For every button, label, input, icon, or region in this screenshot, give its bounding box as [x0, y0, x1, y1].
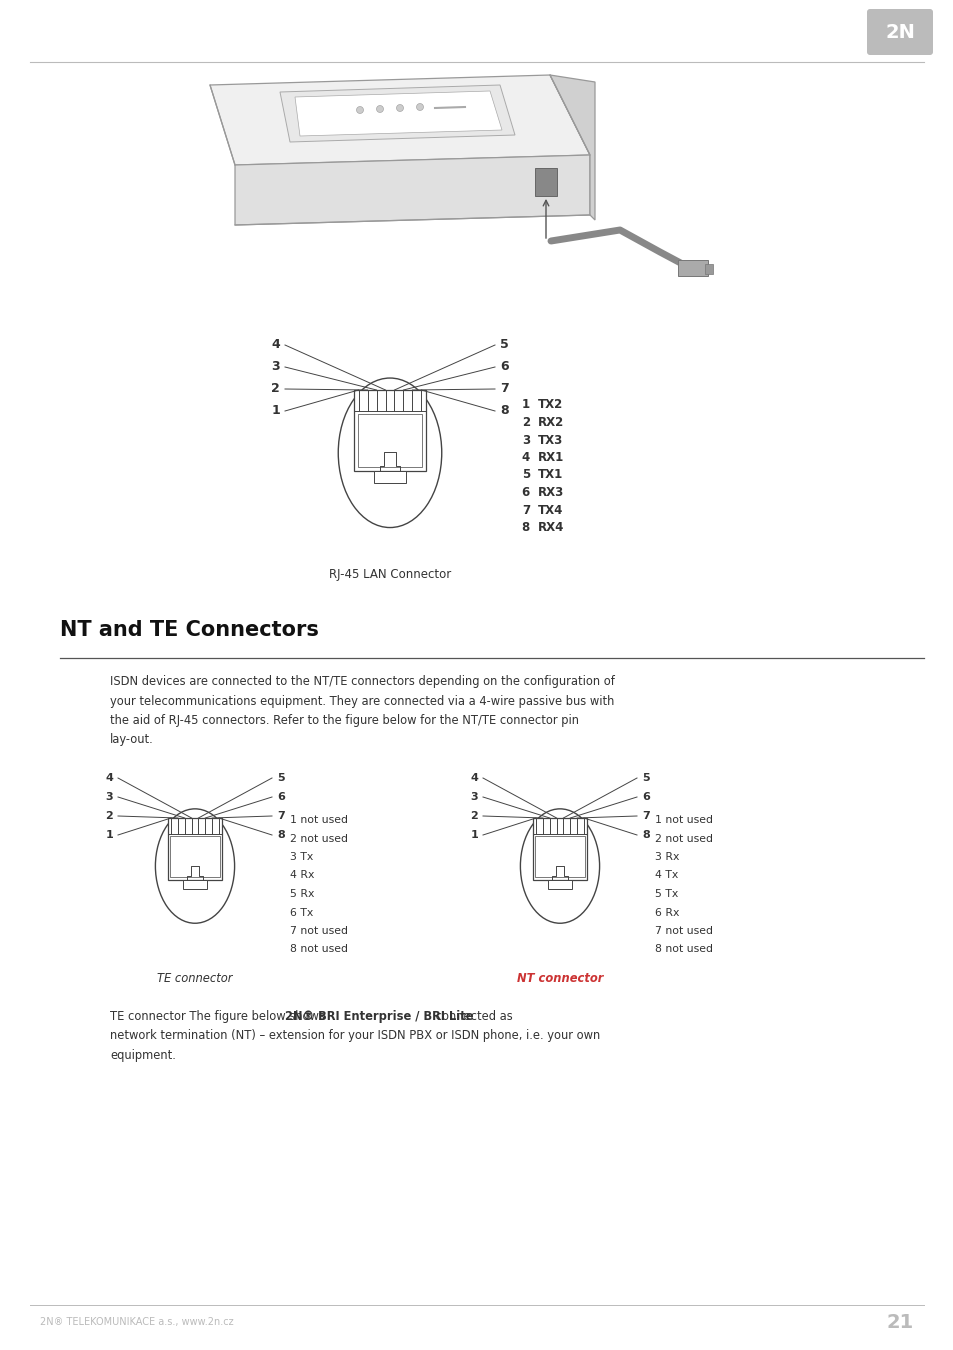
- Circle shape: [376, 105, 383, 112]
- Text: 5: 5: [521, 468, 530, 482]
- Text: connected as: connected as: [432, 1010, 513, 1023]
- Text: TE connector: TE connector: [157, 972, 233, 986]
- Text: 4: 4: [105, 774, 112, 783]
- Text: RJ-45 LAN Connector: RJ-45 LAN Connector: [329, 568, 451, 580]
- Bar: [182, 880, 207, 890]
- Text: 4 Rx: 4 Rx: [290, 871, 314, 880]
- Text: 5: 5: [641, 774, 649, 783]
- Text: 3: 3: [521, 433, 530, 447]
- Text: 6: 6: [276, 792, 285, 802]
- Circle shape: [396, 104, 403, 112]
- Text: your telecommunications equipment. They are connected via a 4-wire passive bus w: your telecommunications equipment. They …: [110, 694, 614, 707]
- Text: 7 not used: 7 not used: [655, 926, 712, 936]
- Text: 2 not used: 2 not used: [655, 833, 712, 844]
- Polygon shape: [210, 76, 589, 165]
- Text: RX3: RX3: [537, 486, 563, 500]
- Text: 4: 4: [470, 774, 477, 783]
- Polygon shape: [280, 85, 515, 142]
- Text: 7: 7: [641, 811, 649, 821]
- Text: 1: 1: [271, 405, 280, 417]
- Bar: [354, 390, 425, 471]
- Text: RX1: RX1: [537, 451, 563, 464]
- Text: 5: 5: [276, 774, 284, 783]
- Bar: [704, 265, 712, 274]
- Text: 2 not used: 2 not used: [290, 833, 348, 844]
- Text: 5: 5: [499, 339, 508, 351]
- Text: 6: 6: [641, 792, 649, 802]
- Text: RX4: RX4: [537, 521, 564, 535]
- Text: 7 not used: 7 not used: [290, 926, 348, 936]
- Bar: [535, 167, 557, 196]
- Text: 6: 6: [521, 486, 530, 500]
- Text: the aid of RJ-45 connectors. Refer to the figure below for the NT/TE connector p: the aid of RJ-45 connectors. Refer to th…: [110, 714, 578, 728]
- Text: 8: 8: [499, 405, 508, 417]
- Text: 21: 21: [886, 1312, 913, 1331]
- Text: 2: 2: [521, 416, 530, 429]
- Text: NT connector: NT connector: [517, 972, 602, 986]
- Text: network termination (NT) – extension for your ISDN PBX or ISDN phone, i.e. your : network termination (NT) – extension for…: [110, 1030, 599, 1042]
- Circle shape: [416, 104, 423, 111]
- Bar: [535, 837, 584, 878]
- Text: 2N® TELEKOMUNIKACE a.s., www.2n.cz: 2N® TELEKOMUNIKACE a.s., www.2n.cz: [40, 1318, 233, 1327]
- Text: 8 not used: 8 not used: [655, 945, 712, 954]
- Polygon shape: [294, 90, 501, 136]
- Text: 3: 3: [271, 360, 280, 374]
- Text: 2N: 2N: [884, 23, 914, 42]
- Text: 2: 2: [105, 811, 112, 821]
- Text: 8 not used: 8 not used: [290, 945, 348, 954]
- FancyBboxPatch shape: [866, 9, 932, 55]
- Text: 5 Rx: 5 Rx: [290, 890, 314, 899]
- Text: 4: 4: [521, 451, 530, 464]
- Text: 4 Tx: 4 Tx: [655, 871, 678, 880]
- Bar: [547, 880, 572, 890]
- Text: 8: 8: [276, 830, 284, 840]
- Text: 7: 7: [521, 504, 530, 517]
- Text: ISDN devices are connected to the NT/TE connectors depending on the configuratio: ISDN devices are connected to the NT/TE …: [110, 675, 615, 688]
- Bar: [374, 471, 406, 483]
- Bar: [678, 261, 707, 275]
- Bar: [168, 818, 222, 880]
- Text: 1: 1: [105, 830, 112, 840]
- Text: 8: 8: [521, 521, 530, 535]
- Text: TE connector The figure below shows: TE connector The figure below shows: [110, 1010, 328, 1023]
- Polygon shape: [550, 76, 595, 220]
- Text: equipment.: equipment.: [110, 1049, 175, 1062]
- Text: 1 not used: 1 not used: [655, 815, 712, 825]
- Text: 6 Tx: 6 Tx: [290, 907, 313, 918]
- Circle shape: [356, 107, 363, 113]
- Text: 1 not used: 1 not used: [290, 815, 348, 825]
- Text: 3: 3: [470, 792, 477, 802]
- Bar: [357, 414, 422, 467]
- Text: 4: 4: [271, 339, 280, 351]
- Text: 1: 1: [521, 398, 530, 412]
- Text: 6: 6: [499, 360, 508, 374]
- Text: TX4: TX4: [537, 504, 563, 517]
- Text: 2: 2: [470, 811, 477, 821]
- Text: NT and TE Connectors: NT and TE Connectors: [60, 620, 318, 640]
- Text: 3 Rx: 3 Rx: [655, 852, 679, 863]
- Text: TX2: TX2: [537, 398, 562, 412]
- Text: TX1: TX1: [537, 468, 562, 482]
- Bar: [532, 818, 587, 880]
- Polygon shape: [234, 155, 589, 225]
- Text: 7: 7: [276, 811, 284, 821]
- Text: TX3: TX3: [537, 433, 562, 447]
- Text: 1: 1: [470, 830, 477, 840]
- Text: 5 Tx: 5 Tx: [655, 890, 678, 899]
- Text: RX2: RX2: [537, 416, 563, 429]
- Text: 6 Rx: 6 Rx: [655, 907, 679, 918]
- Text: 3: 3: [105, 792, 112, 802]
- Text: 8: 8: [641, 830, 649, 840]
- Bar: [171, 837, 219, 878]
- Text: 7: 7: [499, 382, 508, 396]
- Text: lay-out.: lay-out.: [110, 733, 153, 747]
- Text: 3 Tx: 3 Tx: [290, 852, 313, 863]
- Text: 2: 2: [271, 382, 280, 396]
- Text: 2N® BRI Enterprise / BRI Lite: 2N® BRI Enterprise / BRI Lite: [284, 1010, 473, 1023]
